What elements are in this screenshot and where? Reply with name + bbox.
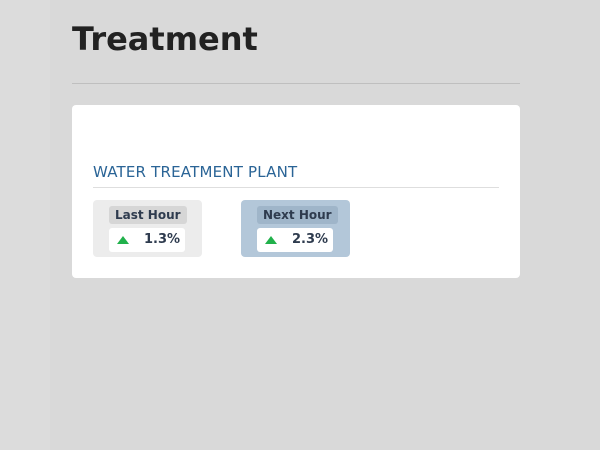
left-strip — [0, 0, 50, 450]
page-title: Treatment — [72, 20, 258, 58]
next-hour-metric[interactable]: Next Hour 2.3% — [241, 200, 350, 257]
last-hour-metric[interactable]: Last Hour 1.3% — [93, 200, 202, 257]
last-hour-value: 1.3% — [144, 232, 181, 247]
plant-card: WATER TREATMENT PLANT Last Hour 1.3% Nex… — [72, 105, 520, 278]
triangle-up-icon — [117, 236, 129, 244]
next-hour-value: 2.3% — [292, 232, 329, 247]
main-content: Treatment WATER TREATMENT PLANT Last Hou… — [50, 0, 600, 450]
last-hour-value-box: 1.3% — [109, 228, 185, 252]
next-hour-label: Next Hour — [257, 206, 338, 224]
plant-divider — [93, 187, 499, 188]
next-hour-value-box: 2.3% — [257, 228, 333, 252]
last-hour-label: Last Hour — [109, 206, 187, 224]
title-divider — [72, 83, 520, 84]
triangle-up-icon — [265, 236, 277, 244]
plant-title: WATER TREATMENT PLANT — [93, 163, 298, 181]
